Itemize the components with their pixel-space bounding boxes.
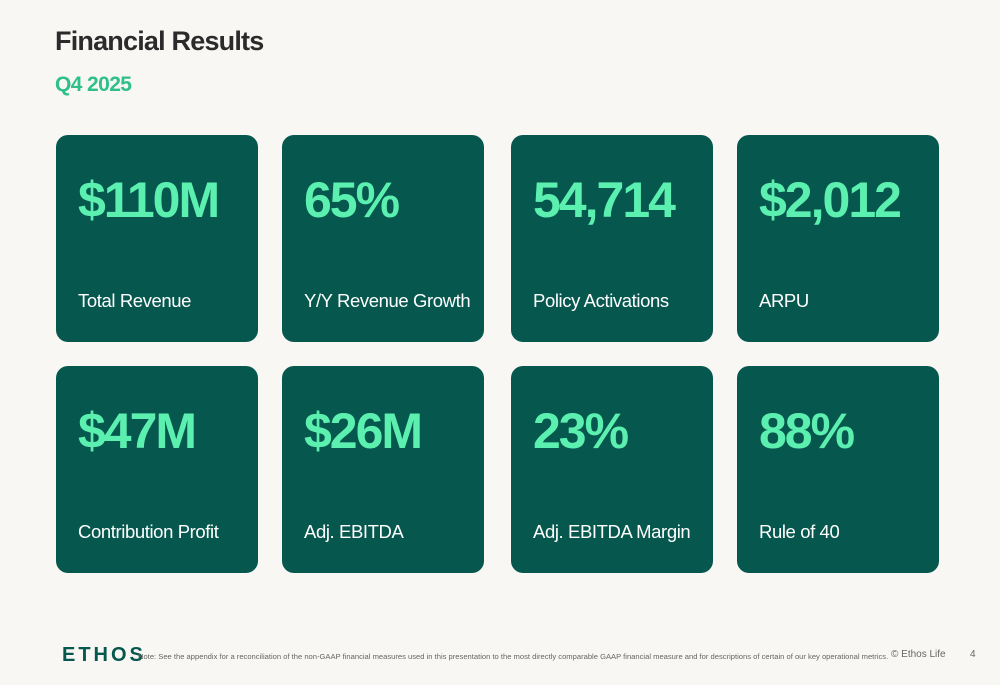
metric-value: 54,714 bbox=[533, 172, 676, 228]
metric-card: 23% Adj. EBITDA Margin bbox=[511, 366, 713, 573]
metric-label: Policy Activations bbox=[533, 290, 669, 311]
metric-value: $47M bbox=[78, 403, 197, 459]
metric-card: 65% Y/Y Revenue Growth bbox=[282, 135, 484, 342]
metric-label: Adj. EBITDA Margin bbox=[533, 521, 691, 542]
metric-label: Contribution Profit bbox=[78, 521, 219, 542]
metric-label: Adj. EBITDA bbox=[304, 521, 404, 542]
metric-card: $26M Adj. EBITDA bbox=[282, 366, 484, 573]
metric-value: $110M bbox=[78, 172, 220, 228]
metric-card: 54,714 Policy Activations bbox=[511, 135, 713, 342]
metric-card: $2,012 ARPU bbox=[737, 135, 939, 342]
metric-card: $110M Total Revenue bbox=[56, 135, 258, 342]
metric-value: 88% bbox=[759, 403, 855, 459]
metric-value: $2,012 bbox=[759, 172, 902, 228]
metric-value: $26M bbox=[304, 403, 423, 459]
subtitle: Q4 2025 bbox=[55, 73, 132, 96]
metric-card: $47M Contribution Profit bbox=[56, 366, 258, 573]
footnote: Note: See the appendix for a reconciliat… bbox=[138, 652, 889, 661]
title: Financial Results bbox=[55, 26, 264, 56]
page-number: 4 bbox=[970, 649, 976, 660]
metric-label: Rule of 40 bbox=[759, 521, 840, 542]
metric-card: 88% Rule of 40 bbox=[737, 366, 939, 573]
metric-label: Y/Y Revenue Growth bbox=[304, 290, 471, 311]
metric-value: 23% bbox=[533, 403, 629, 459]
metric-label: ARPU bbox=[759, 290, 809, 311]
metric-label: Total Revenue bbox=[78, 290, 192, 311]
metric-value: 65% bbox=[304, 172, 400, 228]
logo: ETHOS bbox=[62, 644, 146, 666]
copyright: © Ethos Life bbox=[891, 649, 946, 660]
